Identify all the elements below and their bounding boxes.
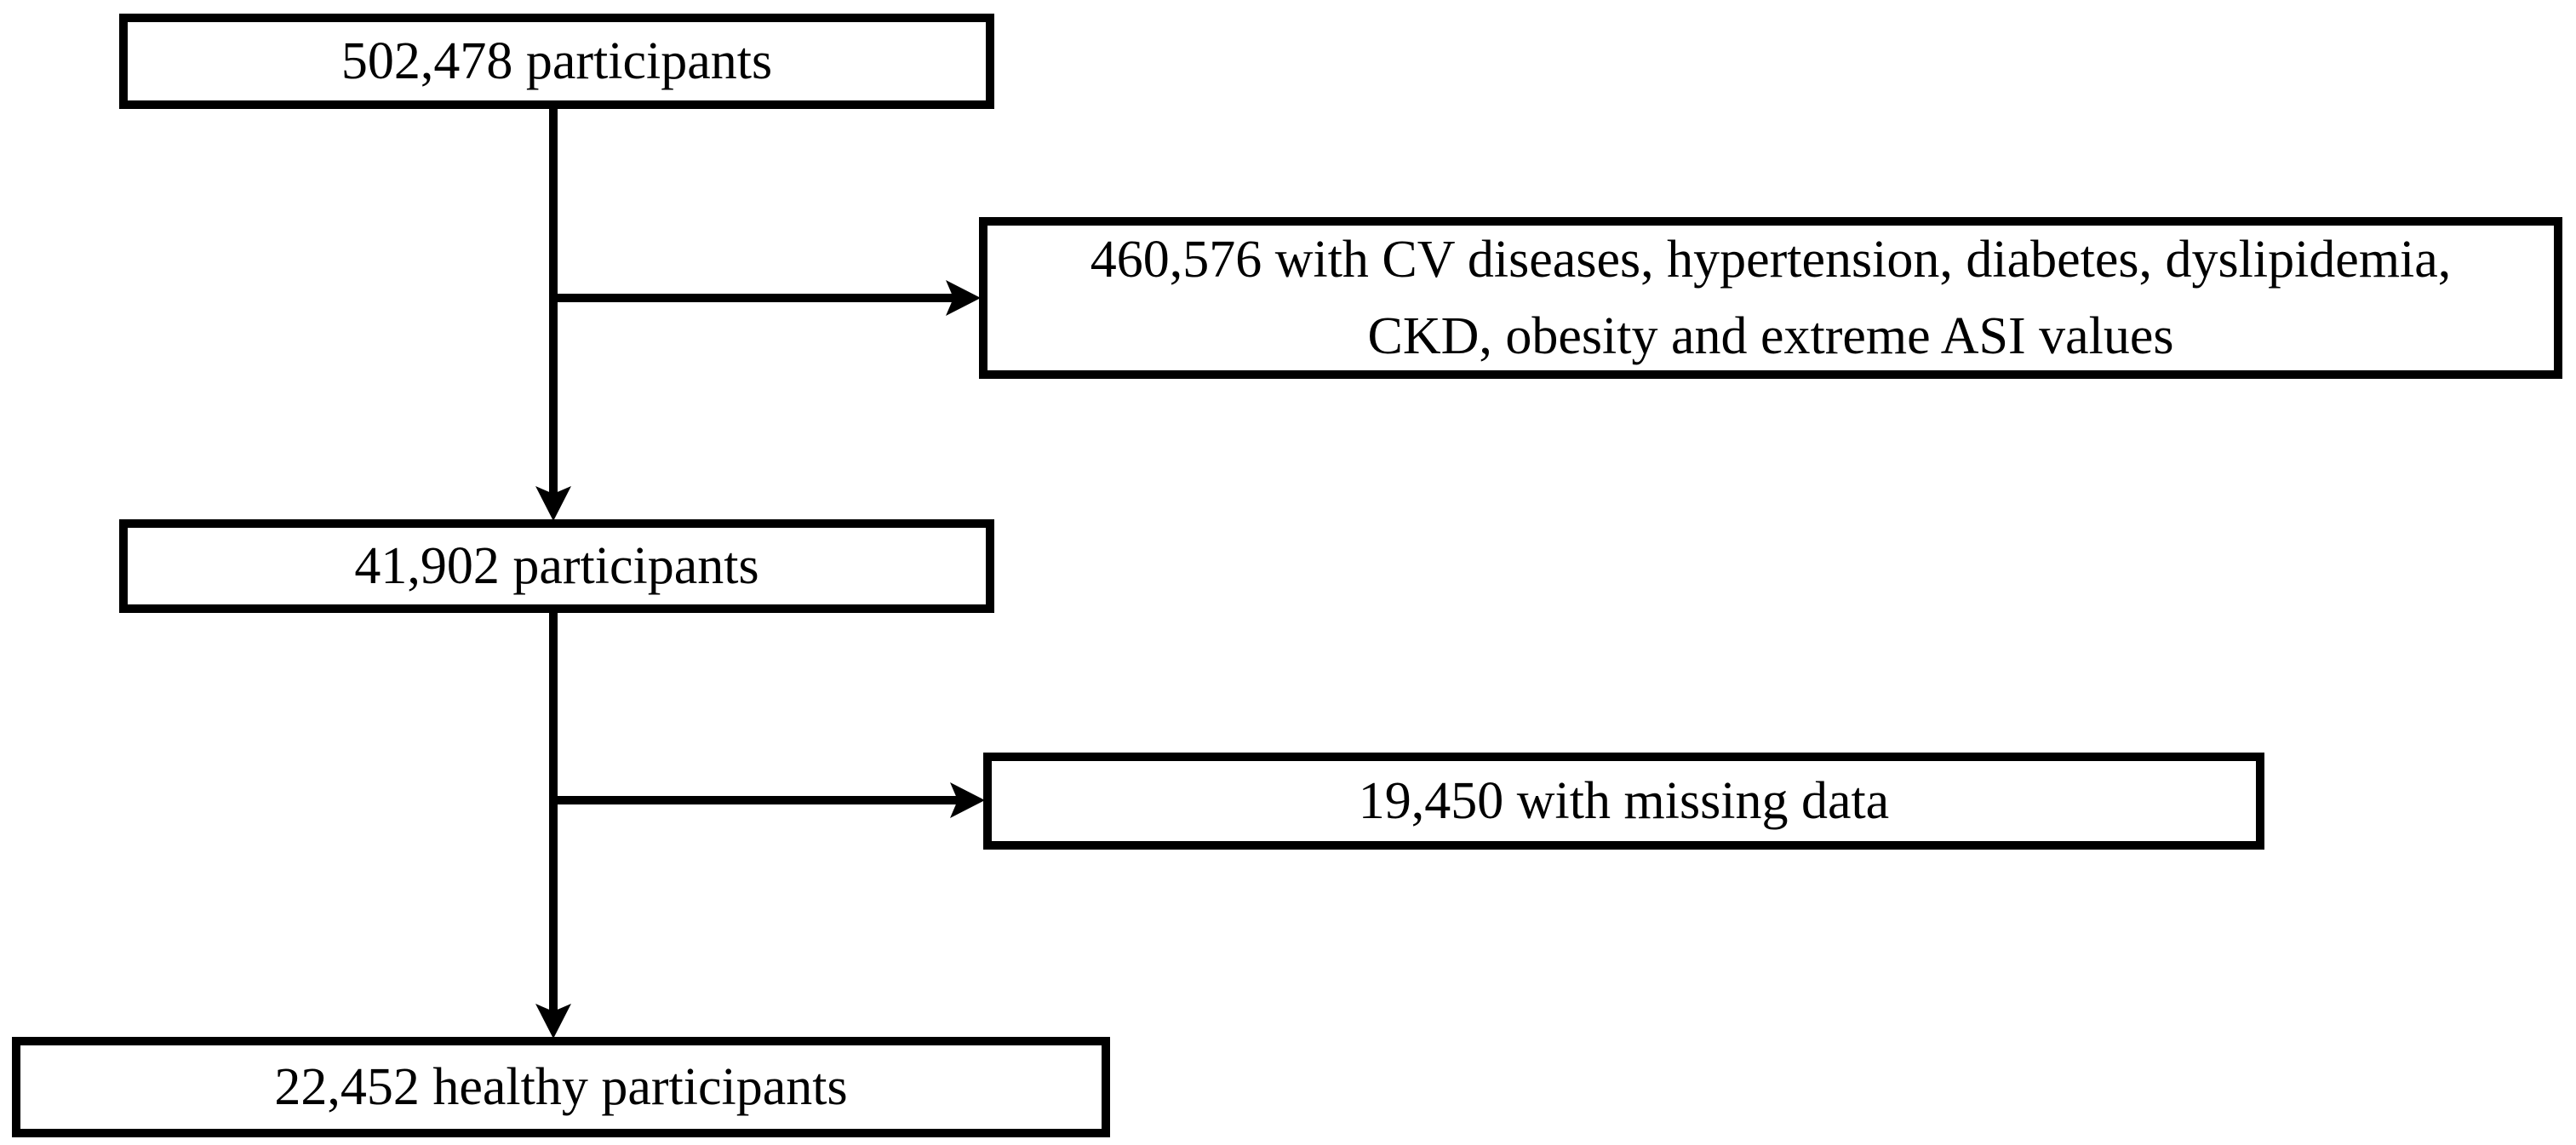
node-exclusion-missing-data-text: 19,450 with missing data [1358, 772, 1890, 830]
node-after-exclusion-participants: 41,902 participants [119, 519, 994, 613]
node-final-healthy-participants: 22,452 healthy participants [12, 1037, 1110, 1137]
node-exclusion-missing-data: 19,450 with missing data [983, 753, 2264, 850]
flow-arrow-branch-exclusion-2 [549, 782, 985, 818]
node-exclusion-comorbidities-text: 460,576 with CV diseases, hypertension, … [1073, 221, 2469, 375]
node-exclusion-comorbidities-line-2: CKD, obesity and extreme ASI values [1367, 307, 2174, 365]
flow-arrow-branch-exclusion-1 [549, 280, 981, 316]
node-exclusion-comorbidities-line-1: 460,576 with CV diseases, hypertension, … [1090, 231, 2452, 289]
flow-arrow-after-exclusion-to-final [535, 610, 571, 1039]
node-initial-participants-text: 502,478 participants [341, 32, 773, 90]
node-final-healthy-participants-text: 22,452 healthy participants [274, 1058, 848, 1116]
flow-arrow-initial-to-after-exclusion [535, 106, 571, 521]
node-exclusion-comorbidities: 460,576 with CV diseases, hypertension, … [979, 217, 2562, 379]
node-initial-participants: 502,478 participants [119, 14, 994, 109]
node-after-exclusion-participants-text: 41,902 participants [354, 537, 759, 595]
